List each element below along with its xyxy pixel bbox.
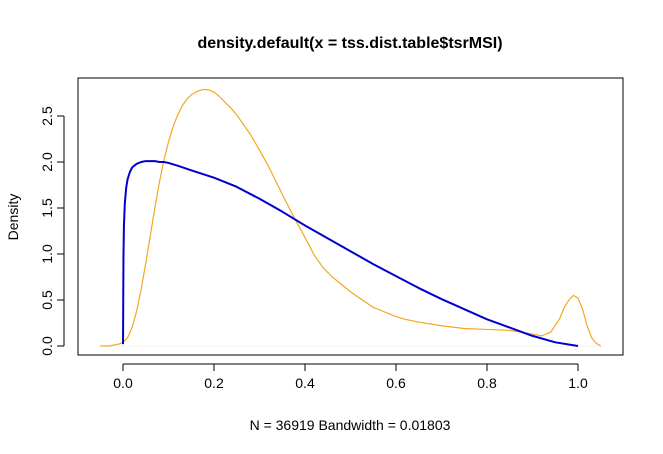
- x-tick-label: 0.2: [204, 375, 224, 391]
- x-axis: 0.0 0.2 0.4 0.6 0.8 1.0: [113, 363, 588, 391]
- x-tick-label: 0.8: [477, 375, 497, 391]
- plot-area: [77, 77, 624, 356]
- y-axis: 0.0 0.5 1.0 1.5 2.0 2.5: [39, 106, 65, 356]
- y-tick-label: 1.0: [39, 244, 55, 264]
- y-tick-label: 2.5: [39, 106, 55, 126]
- x-tick-label: 1.0: [568, 375, 588, 391]
- blue-density-line: [122, 160, 579, 347]
- y-tick-label: 0.5: [39, 290, 55, 310]
- y-tick-label: 2.0: [39, 152, 55, 172]
- x-axis-label: N = 36919 Bandwidth = 0.01803: [250, 417, 451, 433]
- orange-density-line: [100, 88, 602, 347]
- x-tick-label: 0.0: [113, 375, 133, 391]
- y-tick-label: 0.0: [39, 336, 55, 356]
- plot-frame: [77, 77, 624, 356]
- x-tick-label: 0.6: [386, 375, 406, 391]
- x-tick-label: 0.4: [295, 375, 315, 391]
- y-axis-label: Density: [5, 194, 21, 241]
- series-group: [100, 88, 602, 347]
- chart-title: density.default(x = tss.dist.table$tsrMS…: [197, 35, 502, 52]
- y-tick-label: 1.5: [39, 198, 55, 218]
